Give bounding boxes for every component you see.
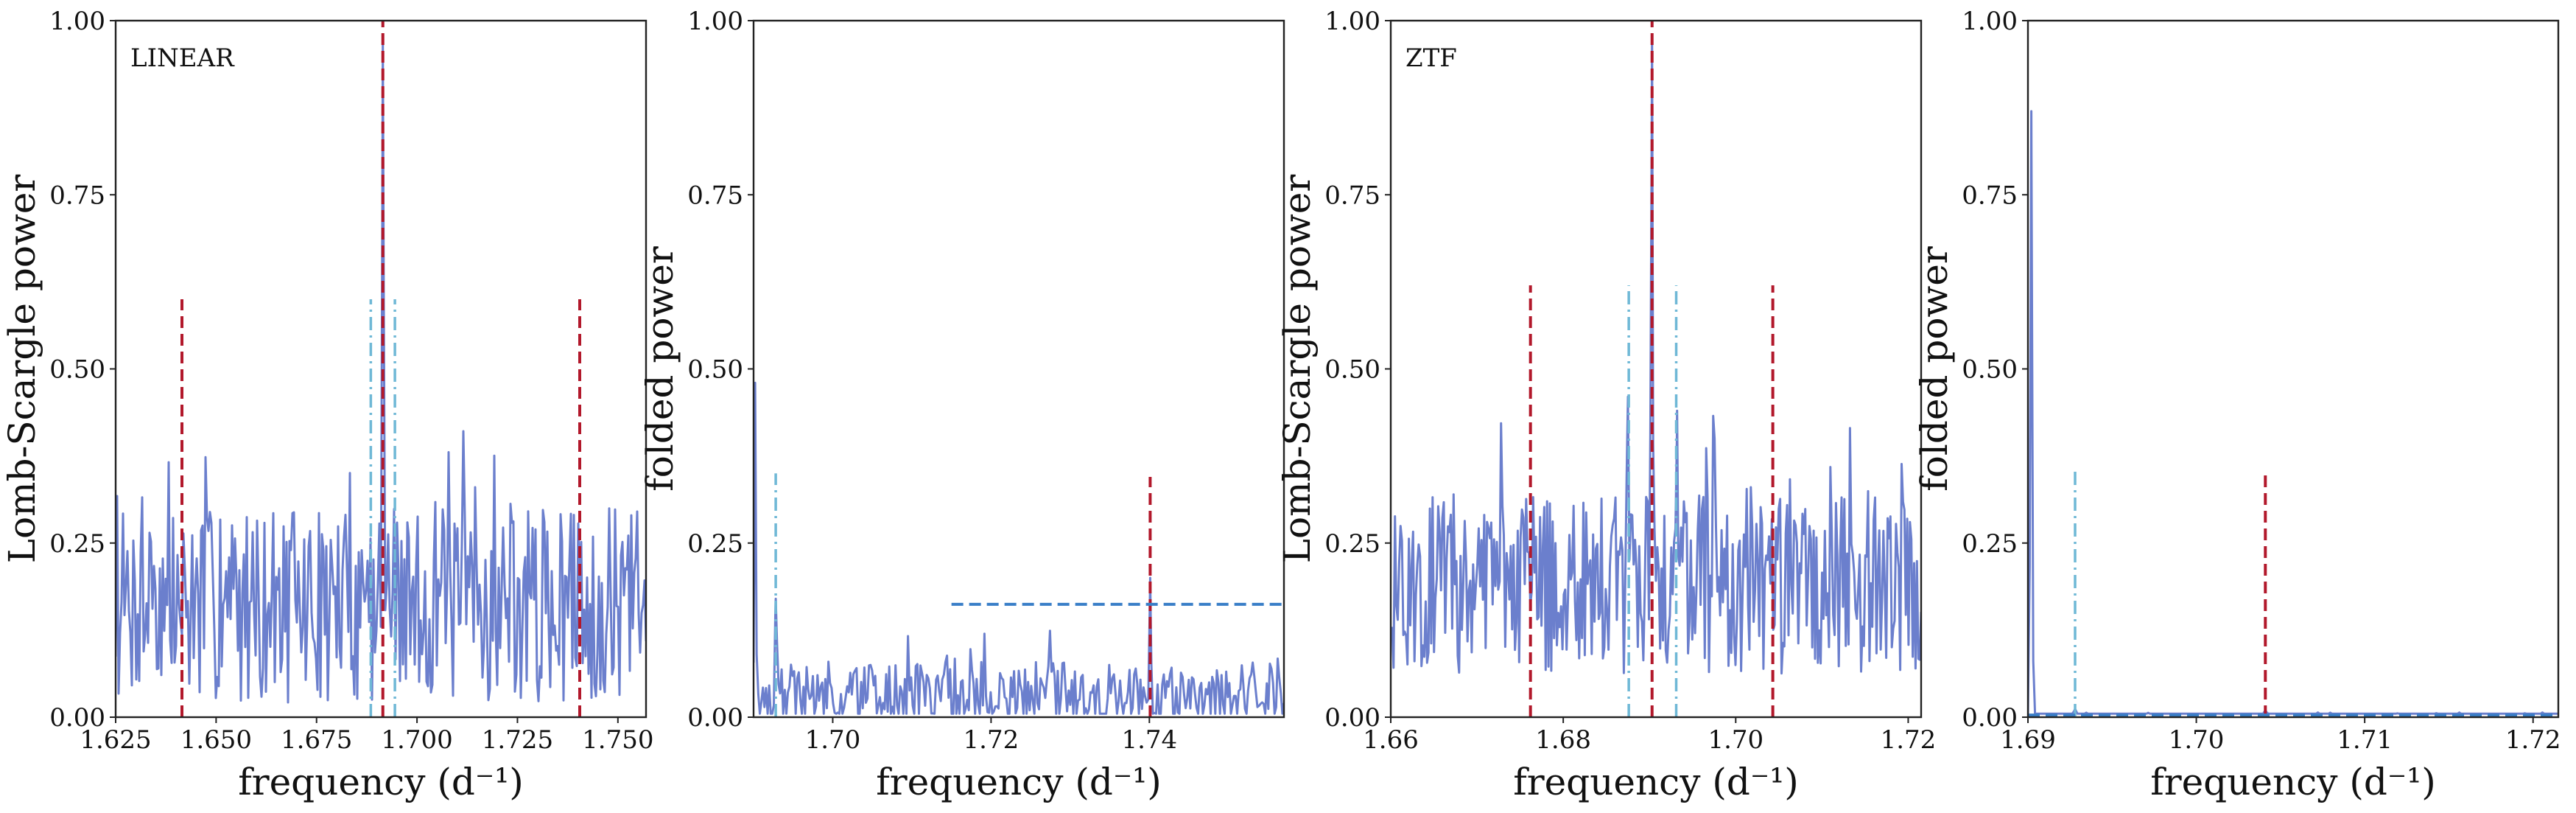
y-axis-label: Lomb-Scargle power [1,175,43,564]
y-axis-label: folded power [639,246,681,492]
x-axis-label: frequency (d⁻¹) [238,761,524,803]
power-series-line [116,40,646,704]
x-tick-label: 1.74 [1121,725,1177,755]
y-axis-label: folded power [1913,246,1956,492]
x-axis-label: frequency (d⁻¹) [2150,761,2436,803]
chart-panel-3: 1.66 1.68 1.70 1.72 0.00 0.25 0.50 0.75 1.00 freq… [1276,7,1936,803]
y-tick-label: 0.00 [49,703,105,733]
y-tick-label: 0.50 [1324,355,1380,385]
y-tick-label: 0.00 [1324,703,1380,733]
x-tick-label: 1.675 [281,725,352,755]
power-series-line [2028,110,2558,715]
x-tick-label: 1.66 [1363,725,1419,755]
x-axis-label: frequency (d⁻¹) [876,761,1162,803]
y-tick-label: 0.00 [1962,703,2018,733]
plot-frame [2026,19,2560,719]
y-tick-label: 0.00 [687,703,743,733]
y-tick-label: 0.50 [49,355,105,385]
y-tick-label: 0.75 [687,181,743,210]
y-tick-label: 1.00 [1324,7,1380,36]
x-tick-label: 1.70 [805,725,861,755]
x-tick-label: 1.700 [381,725,452,755]
y-tick-label: 0.50 [1962,355,2018,385]
x-tick-label: 1.70 [1708,725,1763,755]
power-series-line [1391,33,1921,675]
chart-panel-4: 1.69 1.70 1.71 1.72 0.00 0.25 0.50 0.75 1.00 freq… [1913,7,2561,803]
x-tick-label: 1.650 [180,725,252,755]
chart-panel-2: 1.70 1.72 1.74 0.00 0.25 0.50 0.75 1.00 frequenc… [639,7,1285,803]
x-tick-label: 1.750 [582,725,653,755]
x-tick-label: 1.625 [80,725,151,755]
y-tick-label: 1.00 [1962,7,2018,36]
x-tick-label: 1.70 [2169,725,2225,755]
x-tick-label: 1.71 [2337,725,2393,755]
x-tick-label: 1.72 [1881,725,1937,755]
y-tick-label: 1.00 [687,7,743,36]
x-tick-label: 1.69 [2000,725,2056,755]
y-tick-label: 0.75 [1324,181,1380,210]
power-series-line [754,381,1284,715]
y-tick-label: 0.50 [687,355,743,385]
y-tick-label: 0.25 [1324,529,1380,559]
x-axis-label: frequency (d⁻¹) [1513,761,1799,803]
y-tick-label: 0.75 [49,181,105,210]
y-tick-label: 0.25 [1962,529,2018,559]
y-tick-label: 0.75 [1962,181,2018,210]
panel-label: LINEAR [130,43,235,73]
y-tick-label: 0.25 [687,529,743,559]
x-tick-label: 1.72 [2505,725,2561,755]
y-axis-label: Lomb-Scargle power [1276,175,1319,564]
plot-frame [752,19,1285,719]
x-tick-label: 1.68 [1535,725,1591,755]
x-tick-label: 1.72 [964,725,1019,755]
y-tick-label: 1.00 [49,7,105,36]
y-tick-label: 0.25 [49,529,105,559]
panel-label: ZTF [1405,43,1457,73]
x-tick-label: 1.725 [482,725,553,755]
chart-panel-1: 1.625 1.650 1.675 1.700 1.725 1.750 0.00 0.25 0.… [1,7,653,803]
